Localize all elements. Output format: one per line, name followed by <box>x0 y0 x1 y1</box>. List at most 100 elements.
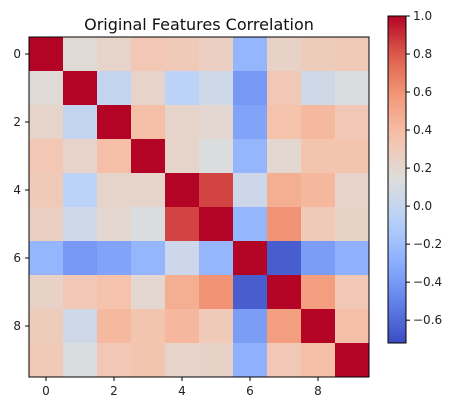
heatmap-cell-5-7 <box>267 207 301 241</box>
heatmap-cell-4-7 <box>267 173 301 207</box>
x-axis: 0 2 4 6 8 <box>42 377 322 398</box>
heatmap-cell-0-5 <box>199 37 233 71</box>
heatmap-cell-6-6 <box>233 241 267 275</box>
heatmap-cell-3-5 <box>199 139 233 173</box>
heatmap-cell-0-2 <box>97 37 131 71</box>
heatmap-cell-7-4 <box>165 275 199 309</box>
heatmap-cell-9-6 <box>233 343 267 377</box>
colorbar-tick-label: −0.6 <box>413 313 442 327</box>
heatmap-cell-0-4 <box>165 37 199 71</box>
y-tick-label: 8 <box>13 319 21 333</box>
heatmap-cell-9-5 <box>199 343 233 377</box>
heatmap-cell-7-6 <box>233 275 267 309</box>
heatmap-cell-1-7 <box>267 71 301 105</box>
heatmap-cell-5-4 <box>165 207 199 241</box>
heatmap-cell-5-3 <box>131 207 165 241</box>
x-tick-label: 0 <box>42 384 50 398</box>
heatmap-cell-6-3 <box>131 241 165 275</box>
heatmap-cell-2-5 <box>199 105 233 139</box>
heatmap-cell-8-8 <box>301 309 335 343</box>
chart-title: Original Features Correlation <box>84 15 314 34</box>
heatmap-cell-6-0 <box>29 241 63 275</box>
heatmap-cell-2-6 <box>233 105 267 139</box>
heatmap-cell-9-1 <box>63 343 97 377</box>
heatmap-cell-8-6 <box>233 309 267 343</box>
colorbar-tick-label: −0.4 <box>413 275 442 289</box>
heatmap-cell-1-4 <box>165 71 199 105</box>
heatmap-cell-2-3 <box>131 105 165 139</box>
heatmap-cell-5-2 <box>97 207 131 241</box>
heatmap-cell-4-2 <box>97 173 131 207</box>
heatmap-cell-8-1 <box>63 309 97 343</box>
heatmap-cell-4-8 <box>301 173 335 207</box>
heatmap-cell-0-9 <box>335 37 369 71</box>
heatmap-cell-4-6 <box>233 173 267 207</box>
heatmap-cell-4-9 <box>335 173 369 207</box>
heatmap-cell-7-2 <box>97 275 131 309</box>
heatmap-cell-9-0 <box>29 343 63 377</box>
colorbar-tick-label: 0.8 <box>413 47 432 61</box>
heatmap-cell-6-5 <box>199 241 233 275</box>
heatmap-cell-2-8 <box>301 105 335 139</box>
heatmap-cell-8-4 <box>165 309 199 343</box>
heatmap-cell-6-4 <box>165 241 199 275</box>
heatmap-cell-4-5 <box>199 173 233 207</box>
heatmap-cell-1-3 <box>131 71 165 105</box>
y-tick-label: 2 <box>13 115 21 129</box>
heatmap-cell-8-2 <box>97 309 131 343</box>
heatmap-cell-1-9 <box>335 71 369 105</box>
heatmap-cell-0-0 <box>29 37 63 71</box>
colorbar-tick-label: 0.2 <box>413 161 432 175</box>
heatmap-cell-0-3 <box>131 37 165 71</box>
heatmap-cell-7-1 <box>63 275 97 309</box>
heatmap-cell-7-3 <box>131 275 165 309</box>
x-tick-label: 2 <box>110 384 118 398</box>
heatmap-cell-3-7 <box>267 139 301 173</box>
heatmap-cell-7-7 <box>267 275 301 309</box>
heatmap-cell-5-6 <box>233 207 267 241</box>
colorbar-tick-label: 1.0 <box>413 9 432 23</box>
heatmap-cell-6-9 <box>335 241 369 275</box>
heatmap-cell-2-0 <box>29 105 63 139</box>
heatmap-cell-0-8 <box>301 37 335 71</box>
heatmap-cell-5-8 <box>301 207 335 241</box>
heatmap-cell-8-5 <box>199 309 233 343</box>
y-tick-label: 6 <box>13 251 21 265</box>
heatmap-cell-2-4 <box>165 105 199 139</box>
heatmap-cell-9-9 <box>335 343 369 377</box>
heatmap-cell-9-8 <box>301 343 335 377</box>
colorbar-tick-label: 0.0 <box>413 199 432 213</box>
heatmap-cell-9-4 <box>165 343 199 377</box>
heatmap-cell-5-9 <box>335 207 369 241</box>
heatmap-cell-3-4 <box>165 139 199 173</box>
x-tick-label: 4 <box>178 384 186 398</box>
heatmap-cell-4-4 <box>165 173 199 207</box>
heatmap-cell-7-9 <box>335 275 369 309</box>
heatmap-cell-1-0 <box>29 71 63 105</box>
heatmap-cell-4-0 <box>29 173 63 207</box>
heatmap-cell-5-1 <box>63 207 97 241</box>
heatmap-cell-3-0 <box>29 139 63 173</box>
heatmap-cell-1-8 <box>301 71 335 105</box>
heatmap-cell-1-5 <box>199 71 233 105</box>
heatmap-cell-9-3 <box>131 343 165 377</box>
heatmap-cell-2-2 <box>97 105 131 139</box>
heatmap-cell-1-2 <box>97 71 131 105</box>
heatmap-cell-3-9 <box>335 139 369 173</box>
heatmap-cell-8-3 <box>131 309 165 343</box>
heatmap-cell-3-1 <box>63 139 97 173</box>
heatmap-cell-0-7 <box>267 37 301 71</box>
x-tick-label: 8 <box>314 384 322 398</box>
heatmap-cell-3-3 <box>131 139 165 173</box>
x-tick-label: 6 <box>246 384 254 398</box>
heatmap-cells <box>29 37 369 377</box>
y-tick-label: 0 <box>13 47 21 61</box>
heatmap-cell-8-7 <box>267 309 301 343</box>
heatmap-cell-6-2 <box>97 241 131 275</box>
heatmap-cell-1-1 <box>63 71 97 105</box>
heatmap-cell-4-1 <box>63 173 97 207</box>
heatmap-cell-9-7 <box>267 343 301 377</box>
heatmap-cell-2-1 <box>63 105 97 139</box>
heatmap-cell-7-8 <box>301 275 335 309</box>
